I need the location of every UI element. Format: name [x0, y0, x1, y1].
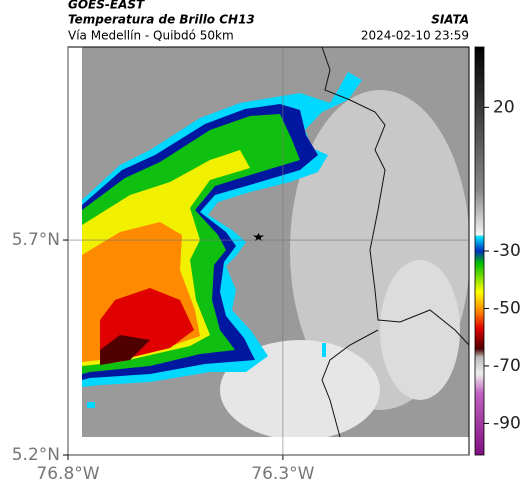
x-tick-label: 76.3°W [251, 464, 314, 484]
colorbar-tick-label: -70 [493, 356, 521, 376]
satellite-image [82, 47, 469, 437]
y-tick-label: 5.2°N [12, 445, 60, 465]
title: GOES-EAST [68, 0, 145, 12]
location-marker [252, 232, 265, 242]
colorbar [474, 46, 485, 456]
y-tick-label: 5.7°N [12, 230, 60, 250]
location: Vía Medellín - Quibdó 50km [68, 29, 234, 43]
datetime: 2024-02-10 23:59 [361, 29, 469, 43]
colorbar-tick-label: -90 [493, 413, 521, 433]
source: SIATA [431, 13, 469, 27]
colorbar-tick-label: -50 [493, 298, 521, 318]
colorbar-tick-label: 20 [493, 97, 515, 117]
subtitle: Temperatura de Brillo CH13 [68, 13, 255, 27]
x-tick-label: 76.8°W [36, 464, 99, 484]
colorbar-tick-label: -30 [493, 241, 521, 261]
